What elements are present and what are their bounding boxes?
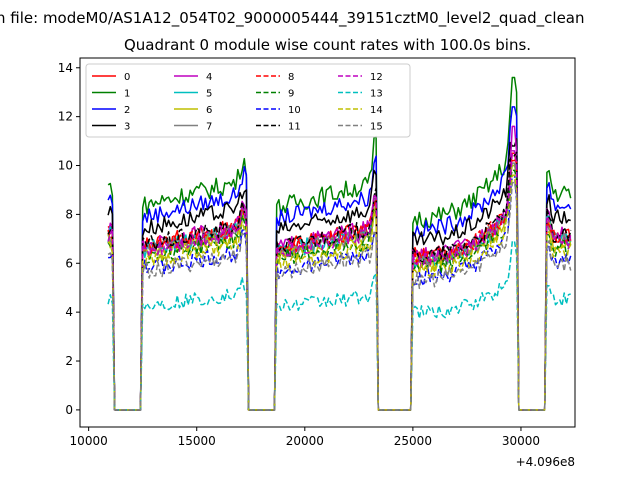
legend-label-10: 10 — [288, 105, 301, 116]
series-line-1 — [107, 76, 572, 411]
legend-label-6: 6 — [206, 105, 212, 116]
legend-label-4: 4 — [206, 72, 212, 83]
series-line-14 — [107, 174, 572, 411]
series-line-15 — [107, 181, 572, 411]
series-line-2 — [107, 106, 572, 411]
y-tick-label: 10 — [58, 159, 73, 173]
y-tick-label: 14 — [58, 61, 73, 75]
series-line-7 — [107, 162, 572, 411]
figure-suptitle: n file: modeM0/AS1A12_054T02_9000005444_… — [0, 9, 585, 27]
x-tick-label: 10000 — [70, 434, 108, 448]
y-tick-label: 6 — [65, 256, 73, 270]
x-tick-label: 30000 — [502, 434, 540, 448]
series-line-9 — [107, 169, 572, 411]
legend-label-3: 3 — [124, 122, 130, 133]
series-line-3 — [107, 138, 571, 411]
legend-label-1: 1 — [124, 89, 130, 100]
y-tick-label: 0 — [65, 403, 73, 417]
y-tick-label: 12 — [58, 110, 73, 124]
legend-label-14: 14 — [370, 105, 383, 116]
x-axis-offset-label: +4.096e8 — [516, 455, 575, 469]
legend-label-2: 2 — [124, 105, 130, 116]
legend-label-13: 13 — [370, 89, 383, 100]
legend-label-0: 0 — [124, 72, 130, 83]
series-line-11 — [107, 151, 572, 411]
series-line-12 — [107, 150, 572, 411]
legend-label-9: 9 — [288, 89, 294, 100]
legend-label-11: 11 — [288, 122, 301, 133]
y-tick-label: 4 — [65, 305, 73, 319]
legend-frame — [85, 63, 411, 138]
legend-label-7: 7 — [206, 122, 212, 133]
chart-title: Quadrant 0 module wise count rates with … — [123, 36, 532, 54]
y-tick-label: 8 — [65, 207, 73, 221]
legend-label-15: 15 — [370, 122, 383, 133]
x-tick-label: 15000 — [178, 434, 216, 448]
series-layer — [107, 76, 572, 411]
x-tick-label: 25000 — [394, 434, 432, 448]
y-tick-label: 2 — [65, 354, 73, 368]
legend-label-12: 12 — [370, 72, 383, 83]
x-tick-label: 20000 — [286, 434, 324, 448]
series-line-6 — [107, 164, 572, 411]
legend-label-5: 5 — [206, 89, 212, 100]
legend-label-8: 8 — [288, 72, 294, 83]
